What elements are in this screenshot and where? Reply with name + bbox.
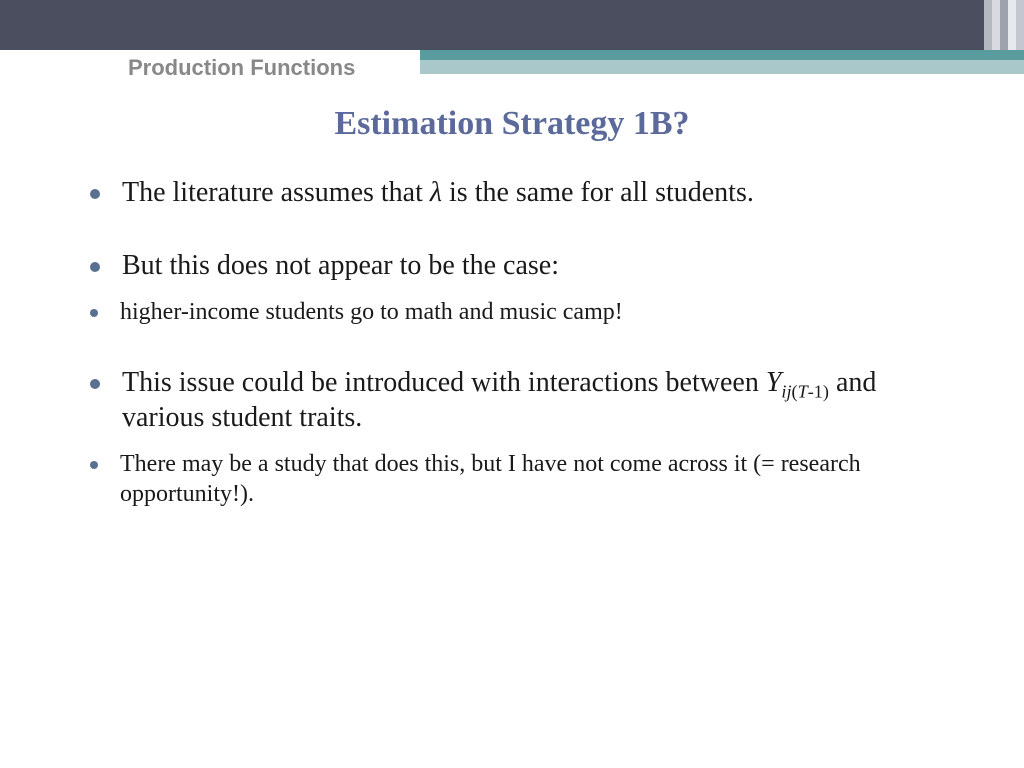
decorative-stripes (984, 0, 1024, 50)
bullet-text: But this does not appear to be the case: (122, 248, 559, 283)
text-fragment: The literature assumes that (122, 177, 430, 208)
bullet-dot-icon (90, 309, 98, 317)
bullet-item: The literature assumes that λ is the sam… (90, 175, 954, 210)
lambda-symbol: λ (430, 177, 442, 208)
bullet-text: This issue could be introduced with inte… (122, 365, 954, 435)
accent-bar-light (420, 60, 1024, 74)
bullet-item: But this does not appear to be the case: (90, 248, 954, 283)
bullet-item: This issue could be introduced with inte… (90, 365, 954, 435)
bullet-item: higher-income students go to math and mu… (90, 297, 954, 327)
spacer (90, 218, 954, 248)
slide: Production Functions Estimation Strategy… (0, 0, 1024, 768)
slide-title: Estimation Strategy 1B? (0, 105, 1024, 143)
subscript: ij(T-1) (781, 382, 829, 402)
bullet-dot-icon (90, 461, 98, 469)
spacer (90, 335, 954, 365)
bullet-dot-icon (90, 379, 100, 389)
content-area: The literature assumes that λ is the sam… (90, 175, 954, 517)
breadcrumb-label: Production Functions (128, 55, 385, 81)
bullet-item: There may be a study that does this, but… (90, 449, 954, 509)
bullet-dot-icon (90, 262, 100, 272)
bullet-dot-icon (90, 189, 100, 199)
text-fragment: is the same for all students. (442, 177, 754, 208)
y-variable: Y (766, 367, 782, 398)
bullet-text: The literature assumes that λ is the sam… (122, 175, 754, 210)
top-bar (0, 0, 1024, 50)
text-fragment: This issue could be introduced with inte… (122, 367, 766, 398)
bullet-text: higher-income students go to math and mu… (120, 297, 623, 327)
bullet-text: There may be a study that does this, but… (120, 449, 954, 509)
